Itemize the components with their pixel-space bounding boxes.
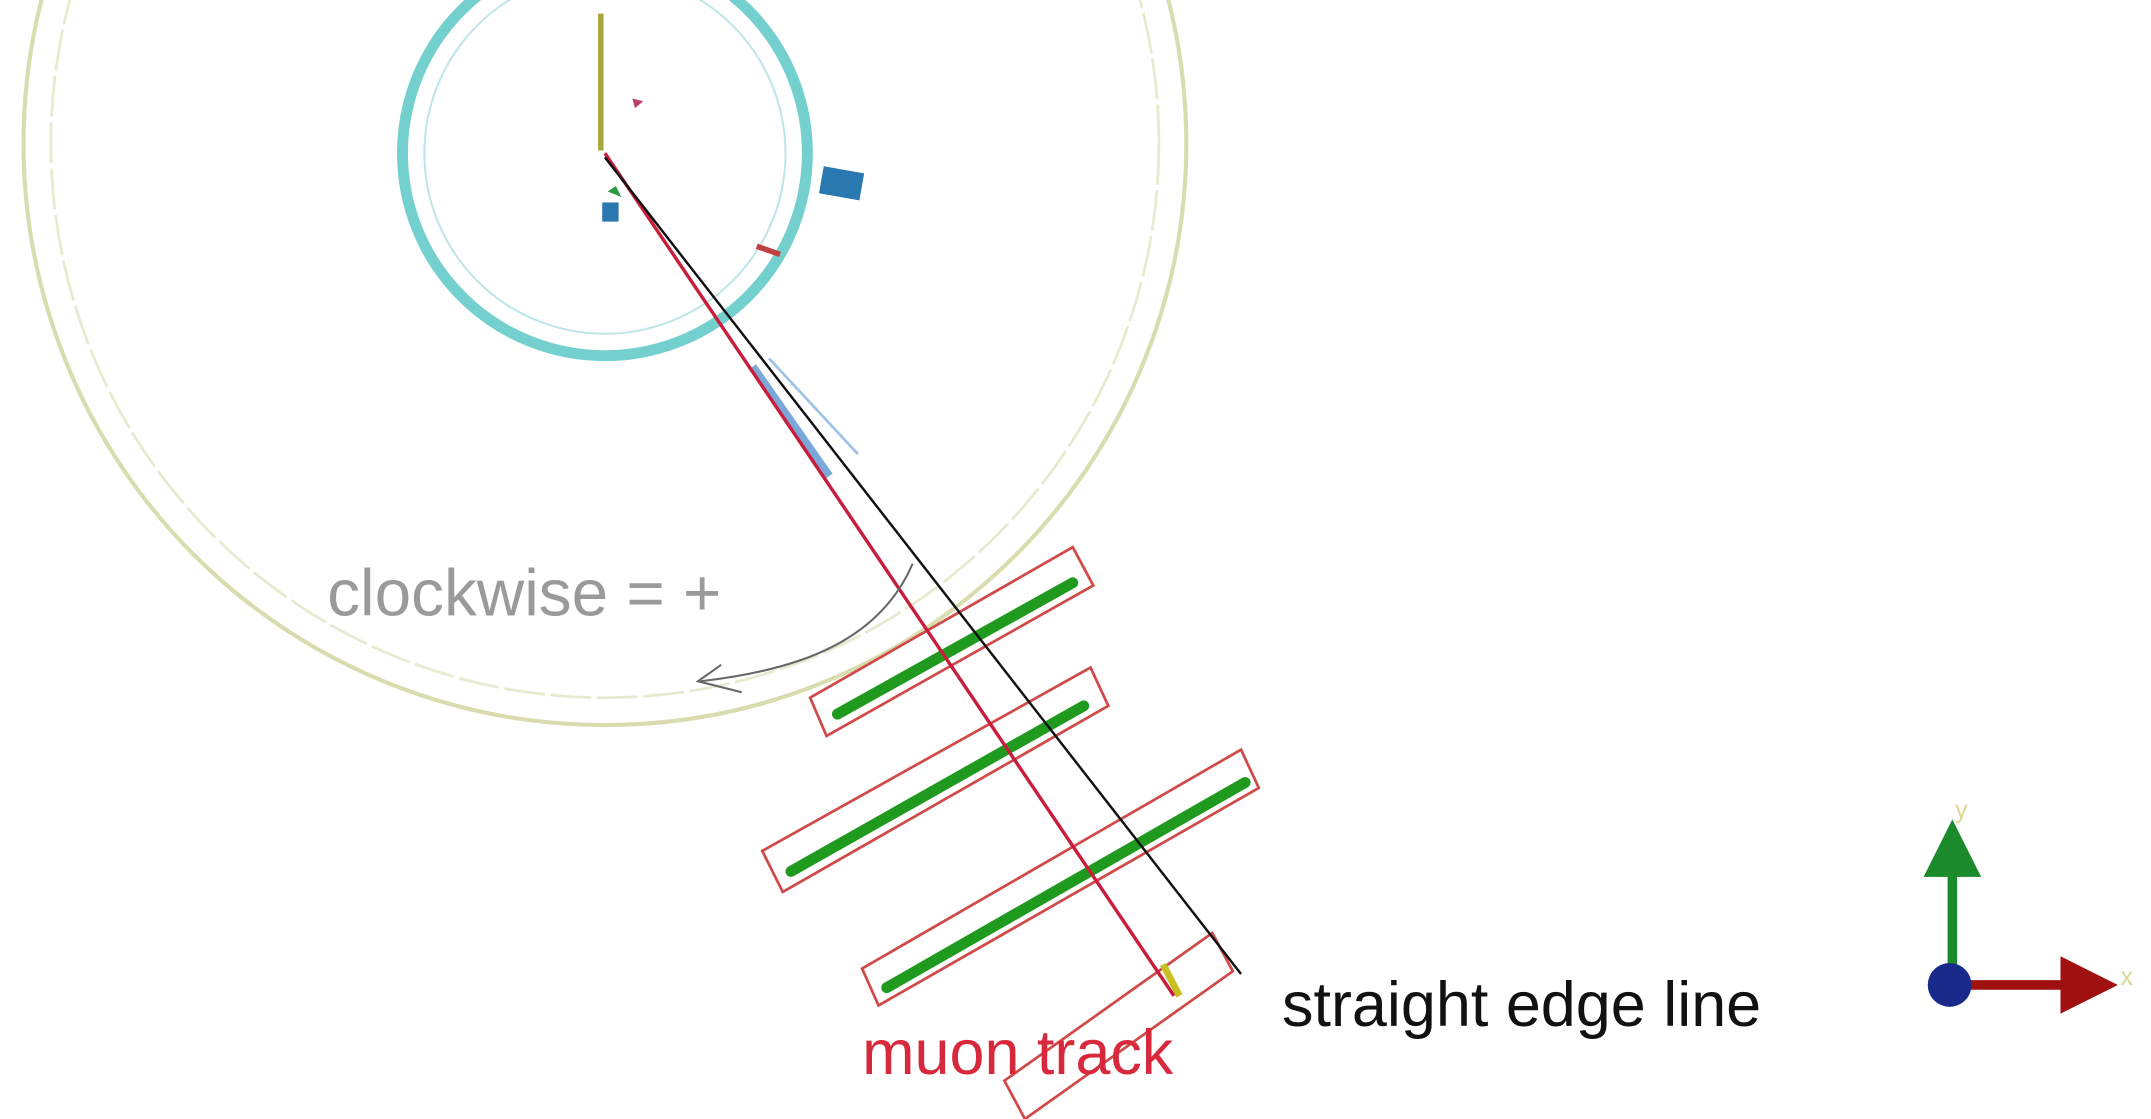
hit: [755, 243, 781, 258]
background: [3, 0, 2148, 1119]
tracker-ring: [397, 0, 813, 362]
rotation-label: clockwise = +: [327, 557, 721, 630]
z-axis-dot: [1927, 963, 1972, 1007]
rotation-arrow: [700, 563, 914, 683]
x-axis-label: x: [2121, 964, 2134, 991]
hit-strip-thin: [768, 357, 859, 456]
outer-ring: [21, 0, 1189, 727]
edge-line-label: straight edge line: [1282, 970, 1761, 1040]
chambers: [760, 545, 1261, 1119]
rotation-arrowhead: [695, 663, 742, 694]
muon-track-line: [603, 152, 1176, 997]
chamber: [860, 747, 1261, 1008]
segments: [785, 577, 1251, 994]
chamber: [760, 665, 1111, 894]
marker-green: [607, 186, 622, 197]
block: [818, 166, 865, 201]
block-small: [602, 202, 619, 222]
segment: [785, 700, 1090, 877]
hit-strip: [749, 364, 833, 479]
chamber: [1002, 930, 1235, 1119]
tracker-inner: [423, 0, 787, 335]
segment-yellow: [1160, 962, 1183, 998]
marker: [632, 98, 644, 109]
y-axis-label: y: [1955, 797, 1968, 824]
straight-edge-line: [603, 156, 1242, 975]
segment: [832, 577, 1079, 720]
outer-ring-inner: [49, 0, 1161, 699]
track-label: muon track: [862, 1018, 1174, 1088]
chamber: [808, 545, 1096, 738]
segment: [881, 777, 1251, 994]
